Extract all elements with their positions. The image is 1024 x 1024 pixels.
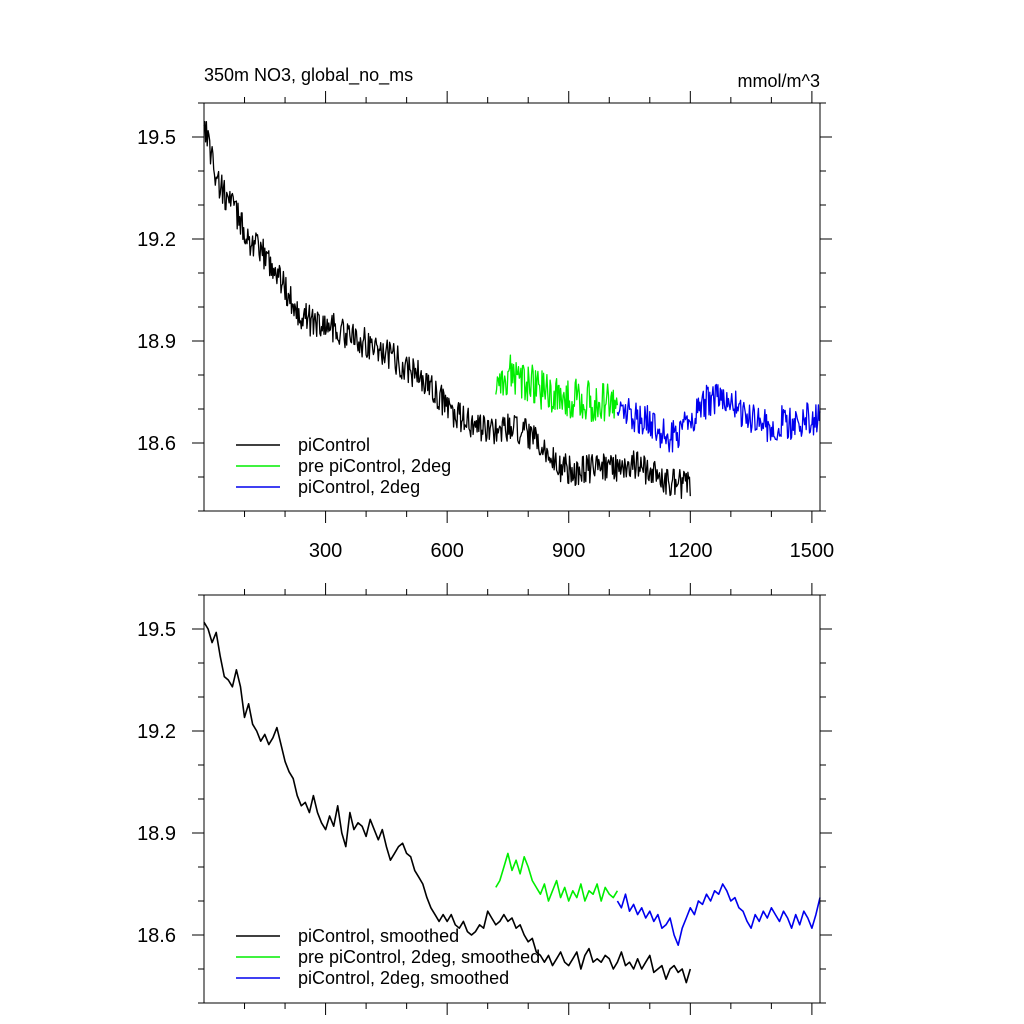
y-tick-label: 18.6 — [137, 925, 176, 947]
panel-top: 300 600 900 1200 1500 18.6 18.9 19.2 19.5 piContr… — [137, 91, 834, 562]
legend-label: pre piControl, 2deg, smoothed — [298, 947, 540, 967]
y-tick-label: 19.2 — [137, 229, 176, 251]
series-line-pre-picontrol-2deg — [495, 354, 619, 422]
legend-label: pre piControl, 2deg — [298, 456, 451, 476]
series-line-picontrol-smoothed — [203, 621, 692, 984]
y-tick-label: 18.9 — [137, 823, 176, 845]
series-line-picontrol-2deg — [616, 383, 821, 453]
y-tick-label: 18.9 — [137, 331, 176, 353]
series-line-pre-picontrol-2deg-smoothed — [495, 852, 619, 902]
x-tick-label: 900 — [552, 540, 585, 562]
y-tick-label: 19.2 — [137, 721, 176, 743]
legend-label: piControl, 2deg, smoothed — [298, 968, 509, 988]
y-tick-label: 19.5 — [137, 619, 176, 641]
x-tick-label: 1200 — [668, 540, 713, 562]
x-tick-label: 600 — [430, 540, 463, 562]
legend-label: piControl — [298, 435, 370, 455]
chart-title: 350m NO3, global_no_ms — [204, 65, 413, 86]
x-tick-label: 300 — [309, 540, 342, 562]
series-line-picontrol-2deg-smoothed — [616, 883, 821, 946]
legend-label: piControl, 2deg — [298, 477, 420, 497]
plot-frame — [203, 594, 821, 1004]
series-line-picontrol — [203, 121, 691, 499]
y-tick-label: 19.5 — [137, 127, 176, 149]
chart-units: mmol/m^3 — [738, 71, 820, 91]
legend-label: piControl, smoothed — [298, 926, 459, 946]
y-tick-label: 18.6 — [137, 433, 176, 455]
x-tick-label: 1500 — [790, 540, 835, 562]
